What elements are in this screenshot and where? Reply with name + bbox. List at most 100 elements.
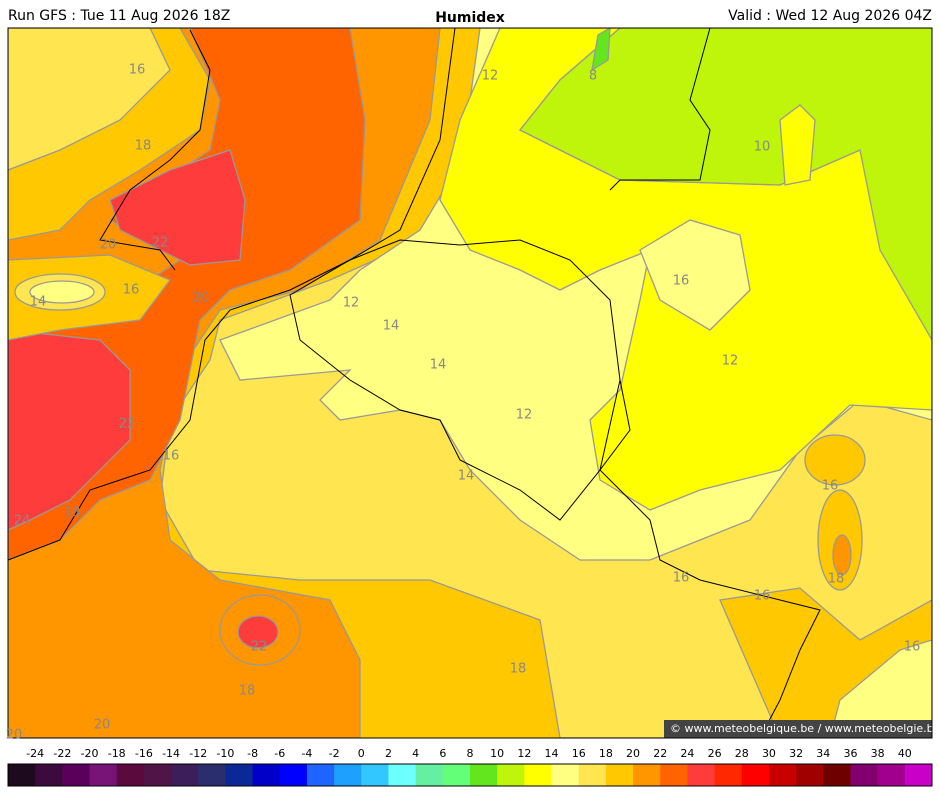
contour-label: 16 bbox=[673, 274, 690, 289]
colorbar-tick-label: 4 bbox=[412, 747, 419, 760]
colorbar-frame bbox=[7, 763, 933, 787]
contour-label: 22 bbox=[119, 417, 136, 432]
colorbar-tick-label: 32 bbox=[789, 747, 803, 760]
contour-label: 18 bbox=[135, 139, 152, 154]
contour-label: 16 bbox=[673, 571, 690, 586]
colorbar-cell bbox=[904, 764, 933, 786]
colorbar-tick-label: 10 bbox=[490, 747, 504, 760]
colorbar-tick-label: -18 bbox=[108, 747, 126, 760]
colorbar-tick-label: 36 bbox=[843, 747, 857, 760]
colorbar-cell bbox=[714, 764, 743, 786]
valid-label: Valid : Wed 12 Aug 2026 04Z bbox=[728, 8, 932, 24]
colorbar-tick-label: -16 bbox=[135, 747, 153, 760]
colorbar-cell bbox=[252, 764, 281, 786]
colorbar-cell bbox=[361, 764, 389, 786]
colorbar-cell bbox=[89, 764, 118, 786]
contour-label: 14 bbox=[458, 469, 475, 484]
colorbar-tick-label: -22 bbox=[53, 747, 71, 760]
contour-label: 22 bbox=[152, 236, 169, 251]
colorbar-cell bbox=[633, 764, 661, 786]
colorbar-tick-label: 28 bbox=[735, 747, 749, 760]
colorbar-cell bbox=[524, 764, 553, 786]
contour-label: 20 bbox=[94, 718, 111, 733]
colorbar-tick-label: -10 bbox=[216, 747, 234, 760]
colorbar-tick-label: 30 bbox=[762, 747, 776, 760]
colorbar-cell bbox=[442, 764, 471, 786]
colorbar-cell bbox=[660, 764, 688, 786]
contour-label: 10 bbox=[754, 140, 771, 155]
colorbar-cell bbox=[116, 764, 145, 786]
colorbar-tick-label: 22 bbox=[653, 747, 667, 760]
map: © www.meteobelgique.be / www.meteobelgie… bbox=[8, 28, 940, 738]
colorbar-cell bbox=[8, 764, 36, 786]
colorbar-cell bbox=[171, 764, 199, 786]
contour-label: 14 bbox=[30, 295, 47, 310]
colorbar-tick-label: 18 bbox=[599, 747, 613, 760]
colorbar-tick-label: -24 bbox=[26, 747, 44, 760]
colorbar-cell bbox=[877, 764, 906, 786]
colorbar-cell bbox=[796, 764, 824, 786]
colorbar-tick-label: 14 bbox=[545, 747, 559, 760]
contour-label: 14 bbox=[383, 319, 400, 334]
colorbar-tick-label: 24 bbox=[680, 747, 694, 760]
contour-label: 18 bbox=[510, 662, 527, 677]
contour-label: 16 bbox=[129, 63, 146, 78]
colorbar-tick-label: -2 bbox=[329, 747, 340, 760]
colorbar-cell bbox=[470, 764, 498, 786]
colorbar-tick-label: 38 bbox=[871, 747, 885, 760]
contour-label: 24 bbox=[14, 514, 31, 529]
colorbar-cell bbox=[605, 764, 634, 786]
contour-label: 18 bbox=[239, 684, 256, 699]
colorbar-cell bbox=[306, 764, 335, 786]
colorbar-cell bbox=[225, 764, 254, 786]
colorbar-cell bbox=[687, 764, 716, 786]
colorbar-tick-label: -14 bbox=[162, 747, 180, 760]
contour-labels: 16 18 20 22 14 16 20 12 8 10 12 14 14 16 12 12 22 16 14 24 1… bbox=[6, 63, 921, 743]
colorbar-tick-label: 16 bbox=[572, 747, 586, 760]
colorbar-tick-label: 8 bbox=[467, 747, 474, 760]
colorbar-tick-label: -20 bbox=[81, 747, 99, 760]
colorbar-tick-label: 2 bbox=[385, 747, 392, 760]
colorbar-tick-label: 20 bbox=[626, 747, 640, 760]
colorbar-cell bbox=[578, 764, 607, 786]
colorbar-tick-label: 26 bbox=[708, 747, 722, 760]
contour-label: 8 bbox=[589, 69, 597, 84]
colorbar-cell bbox=[415, 764, 444, 786]
colorbar-tick-label: -12 bbox=[189, 747, 207, 760]
contour-label: 12 bbox=[722, 354, 739, 369]
colorbar-tick-label: -8 bbox=[247, 747, 258, 760]
colorbar-cell bbox=[497, 764, 525, 786]
colorbar-cell bbox=[823, 764, 851, 786]
contour-label: 12 bbox=[343, 296, 360, 311]
colorbar-tick-label: 34 bbox=[816, 747, 830, 760]
contour-label: 22 bbox=[251, 640, 268, 655]
colorbar-cell bbox=[334, 764, 362, 786]
colorbar-cell bbox=[768, 764, 797, 786]
contour-label: 20 bbox=[100, 238, 117, 253]
map-title: Humidex bbox=[435, 10, 505, 26]
contour-label: 16 bbox=[904, 640, 921, 655]
contour-label: 12 bbox=[482, 69, 499, 84]
colorbar-cell bbox=[35, 764, 63, 786]
run-label: Run GFS : Tue 11 Aug 2026 18Z bbox=[8, 8, 230, 24]
colorbar-tick-label: 6 bbox=[439, 747, 446, 760]
colorbar-tick-label: 0 bbox=[358, 747, 365, 760]
contour-label: 16 bbox=[123, 283, 140, 298]
colorbar-cell bbox=[388, 764, 417, 786]
contour-label: 16 bbox=[163, 449, 180, 464]
colorbar-cell bbox=[62, 764, 91, 786]
colorbar-cell bbox=[551, 764, 580, 786]
contour-label: 20 bbox=[6, 728, 23, 743]
colorbar-tick-label: 12 bbox=[517, 747, 531, 760]
contour-label: 18 bbox=[828, 572, 845, 587]
colorbar-tick-label: -6 bbox=[274, 747, 285, 760]
map-frame bbox=[7, 27, 933, 739]
colorbar-cell bbox=[143, 764, 172, 786]
contour-label: 16 bbox=[754, 589, 771, 604]
colorbar: -24 -22 -20 -18 -16 -14 -12 -10 -8 -6 -4 -2 0 2 4 6 8 10 1… bbox=[7, 747, 933, 787]
colorbar-cell bbox=[279, 764, 308, 786]
credit: © www.meteobelgique.be / www.meteobelgie… bbox=[670, 722, 940, 735]
contour-label: 12 bbox=[516, 408, 533, 423]
contour-label: 18 bbox=[64, 506, 81, 521]
colorbar-cell bbox=[198, 764, 226, 786]
